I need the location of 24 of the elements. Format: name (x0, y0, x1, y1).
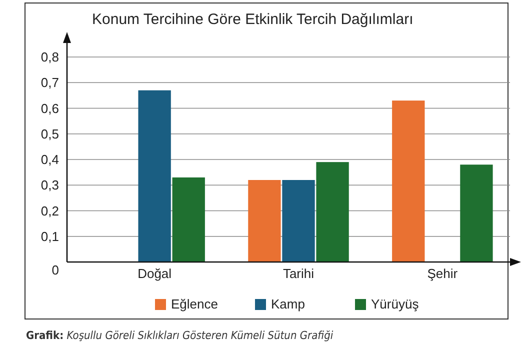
x-tick-label: Şehir (427, 266, 458, 281)
bar (282, 180, 315, 262)
x-tick-label: Doğal (138, 266, 172, 281)
text: Grafik: Koşullu Göreli Sıklıkları Gösteren Kümeli Sütun Grafiği (26, 329, 334, 342)
bar (460, 164, 493, 262)
legend-label: Eğlence (171, 296, 218, 312)
bar (316, 162, 349, 262)
legend-label: Yürüyüş (371, 296, 420, 312)
bar (248, 180, 281, 262)
chart-title: Konum Tercihine Göre Etkinlik Tercih Dağılımları (92, 11, 414, 28)
y-tick-label: 0,7 (40, 75, 59, 90)
legend-label: Kamp (271, 296, 305, 312)
bar (138, 90, 171, 262)
bar (172, 177, 205, 262)
y-tick-label: 0,4 (40, 152, 59, 168)
y-tick-label: 0,1 (40, 228, 59, 244)
y-tick-label: 0,5 (40, 126, 59, 142)
y-tick-label: 0,8 (40, 50, 59, 65)
y-tick-label: 0,3 (40, 178, 59, 193)
y-tick-label: 0 (52, 262, 59, 278)
y-tick-label: 0,6 (40, 100, 59, 116)
y-tick-label: 0,2 (40, 203, 59, 218)
x-tick-label: Tarihi (282, 266, 314, 281)
bar (392, 100, 425, 262)
